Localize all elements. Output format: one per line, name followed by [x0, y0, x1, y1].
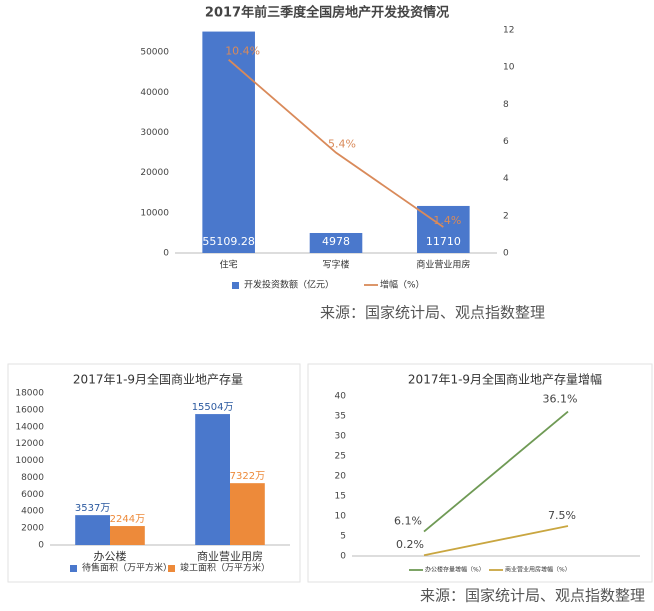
chart-title: 2017年1-9月全国商业地产存量增幅 [408, 372, 602, 387]
y-tick-label: 10 [335, 512, 347, 522]
y-tick-label: 30000 [140, 128, 169, 138]
legend-label: 待售面积（万平方米） [82, 562, 172, 574]
data-label: 5.4% [328, 138, 356, 151]
legend-swatch [232, 282, 239, 289]
chart-frame [307, 363, 653, 583]
y-tick-label: 2000 [21, 524, 44, 534]
chart-title: 2017年1-9月全国商业地产存量 [73, 372, 243, 387]
legend-label: 开发投资数额（亿元） [244, 279, 334, 291]
y-tick-label: 6000 [21, 490, 44, 500]
y-tick-label: 0 [38, 541, 44, 551]
source-note: 来源：国家统计局、观点指数整理 [420, 587, 645, 605]
chart-frame [7, 363, 301, 583]
bar [110, 526, 145, 545]
y-tick-label: 8000 [21, 473, 44, 483]
bar [202, 31, 255, 254]
y-tick-label: 18000 [15, 389, 44, 399]
y-tick-label: 0 [163, 249, 169, 259]
bar [75, 515, 110, 545]
legend-label: 增幅（%） [380, 279, 425, 291]
x-tick-label: 商业营业用房 [416, 259, 470, 271]
y-tick-label: 12000 [15, 439, 44, 449]
y2-tick-label: 4 [503, 174, 509, 184]
legend-label: 商业营业用房增幅（%） [505, 566, 571, 574]
data-label: 15504万 [192, 402, 234, 413]
chart-title: 2017年前三季度全国房地产开发投资情况 [205, 5, 449, 21]
y-tick-label: 16000 [15, 405, 44, 415]
y-tick-label: 50000 [140, 48, 169, 58]
data-label: 7.5% [548, 509, 576, 522]
data-label: 7322万 [230, 471, 265, 482]
data-label: 6.1% [394, 515, 422, 528]
y-tick-label: 4000 [21, 507, 44, 517]
y2-tick-label: 10 [503, 63, 515, 73]
x-tick-label: 写字楼 [322, 259, 349, 271]
bar [309, 232, 363, 253]
y-tick-label: 0 [340, 552, 346, 562]
legend-label: 竣工面积（万平方米） [180, 562, 270, 574]
data-label: 36.1% [543, 393, 578, 406]
y-tick-label: 10000 [140, 208, 169, 218]
y-tick-label: 20 [335, 472, 347, 482]
legend-swatch [70, 565, 77, 572]
data-label: 2244万 [110, 514, 145, 525]
y-tick-label: 20000 [140, 168, 169, 178]
legend-label: 办公楼存量增幅（%） [425, 566, 485, 574]
line [423, 525, 569, 557]
data-label: 11710 [426, 235, 461, 248]
y-tick-label: 14000 [15, 422, 44, 432]
data-label: 3537万 [75, 503, 110, 514]
data-label: 10.4% [225, 45, 260, 58]
line [423, 410, 569, 533]
data-label: 1.4% [433, 214, 461, 227]
data-label: 4978 [322, 235, 350, 248]
y-tick-label: 25 [335, 452, 346, 462]
bar [195, 414, 230, 545]
y-tick-label: 10000 [15, 456, 44, 466]
y-tick-label: 30 [335, 432, 347, 442]
y2-tick-label: 8 [503, 100, 509, 110]
x-tick-label: 办公楼 [94, 549, 127, 563]
y-tick-label: 40 [335, 392, 347, 402]
y-tick-label: 5 [340, 532, 346, 542]
y2-tick-label: 2 [503, 211, 509, 221]
y-tick-label: 40000 [140, 88, 169, 98]
line [228, 59, 444, 228]
y2-tick-label: 6 [503, 137, 509, 147]
data-label: 0.2% [396, 538, 424, 551]
y-tick-label: 35 [335, 412, 346, 422]
y2-tick-label: 12 [503, 26, 514, 36]
y2-tick-label: 0 [503, 249, 509, 259]
source-note: 来源：国家统计局、观点指数整理 [320, 304, 545, 322]
y-tick-label: 15 [335, 492, 346, 502]
legend-swatch [168, 565, 175, 572]
x-tick-label: 商业营业用房 [197, 549, 263, 563]
data-label: 55109.28 [202, 235, 255, 248]
x-tick-label: 住宅 [220, 259, 238, 271]
bar [230, 483, 265, 545]
